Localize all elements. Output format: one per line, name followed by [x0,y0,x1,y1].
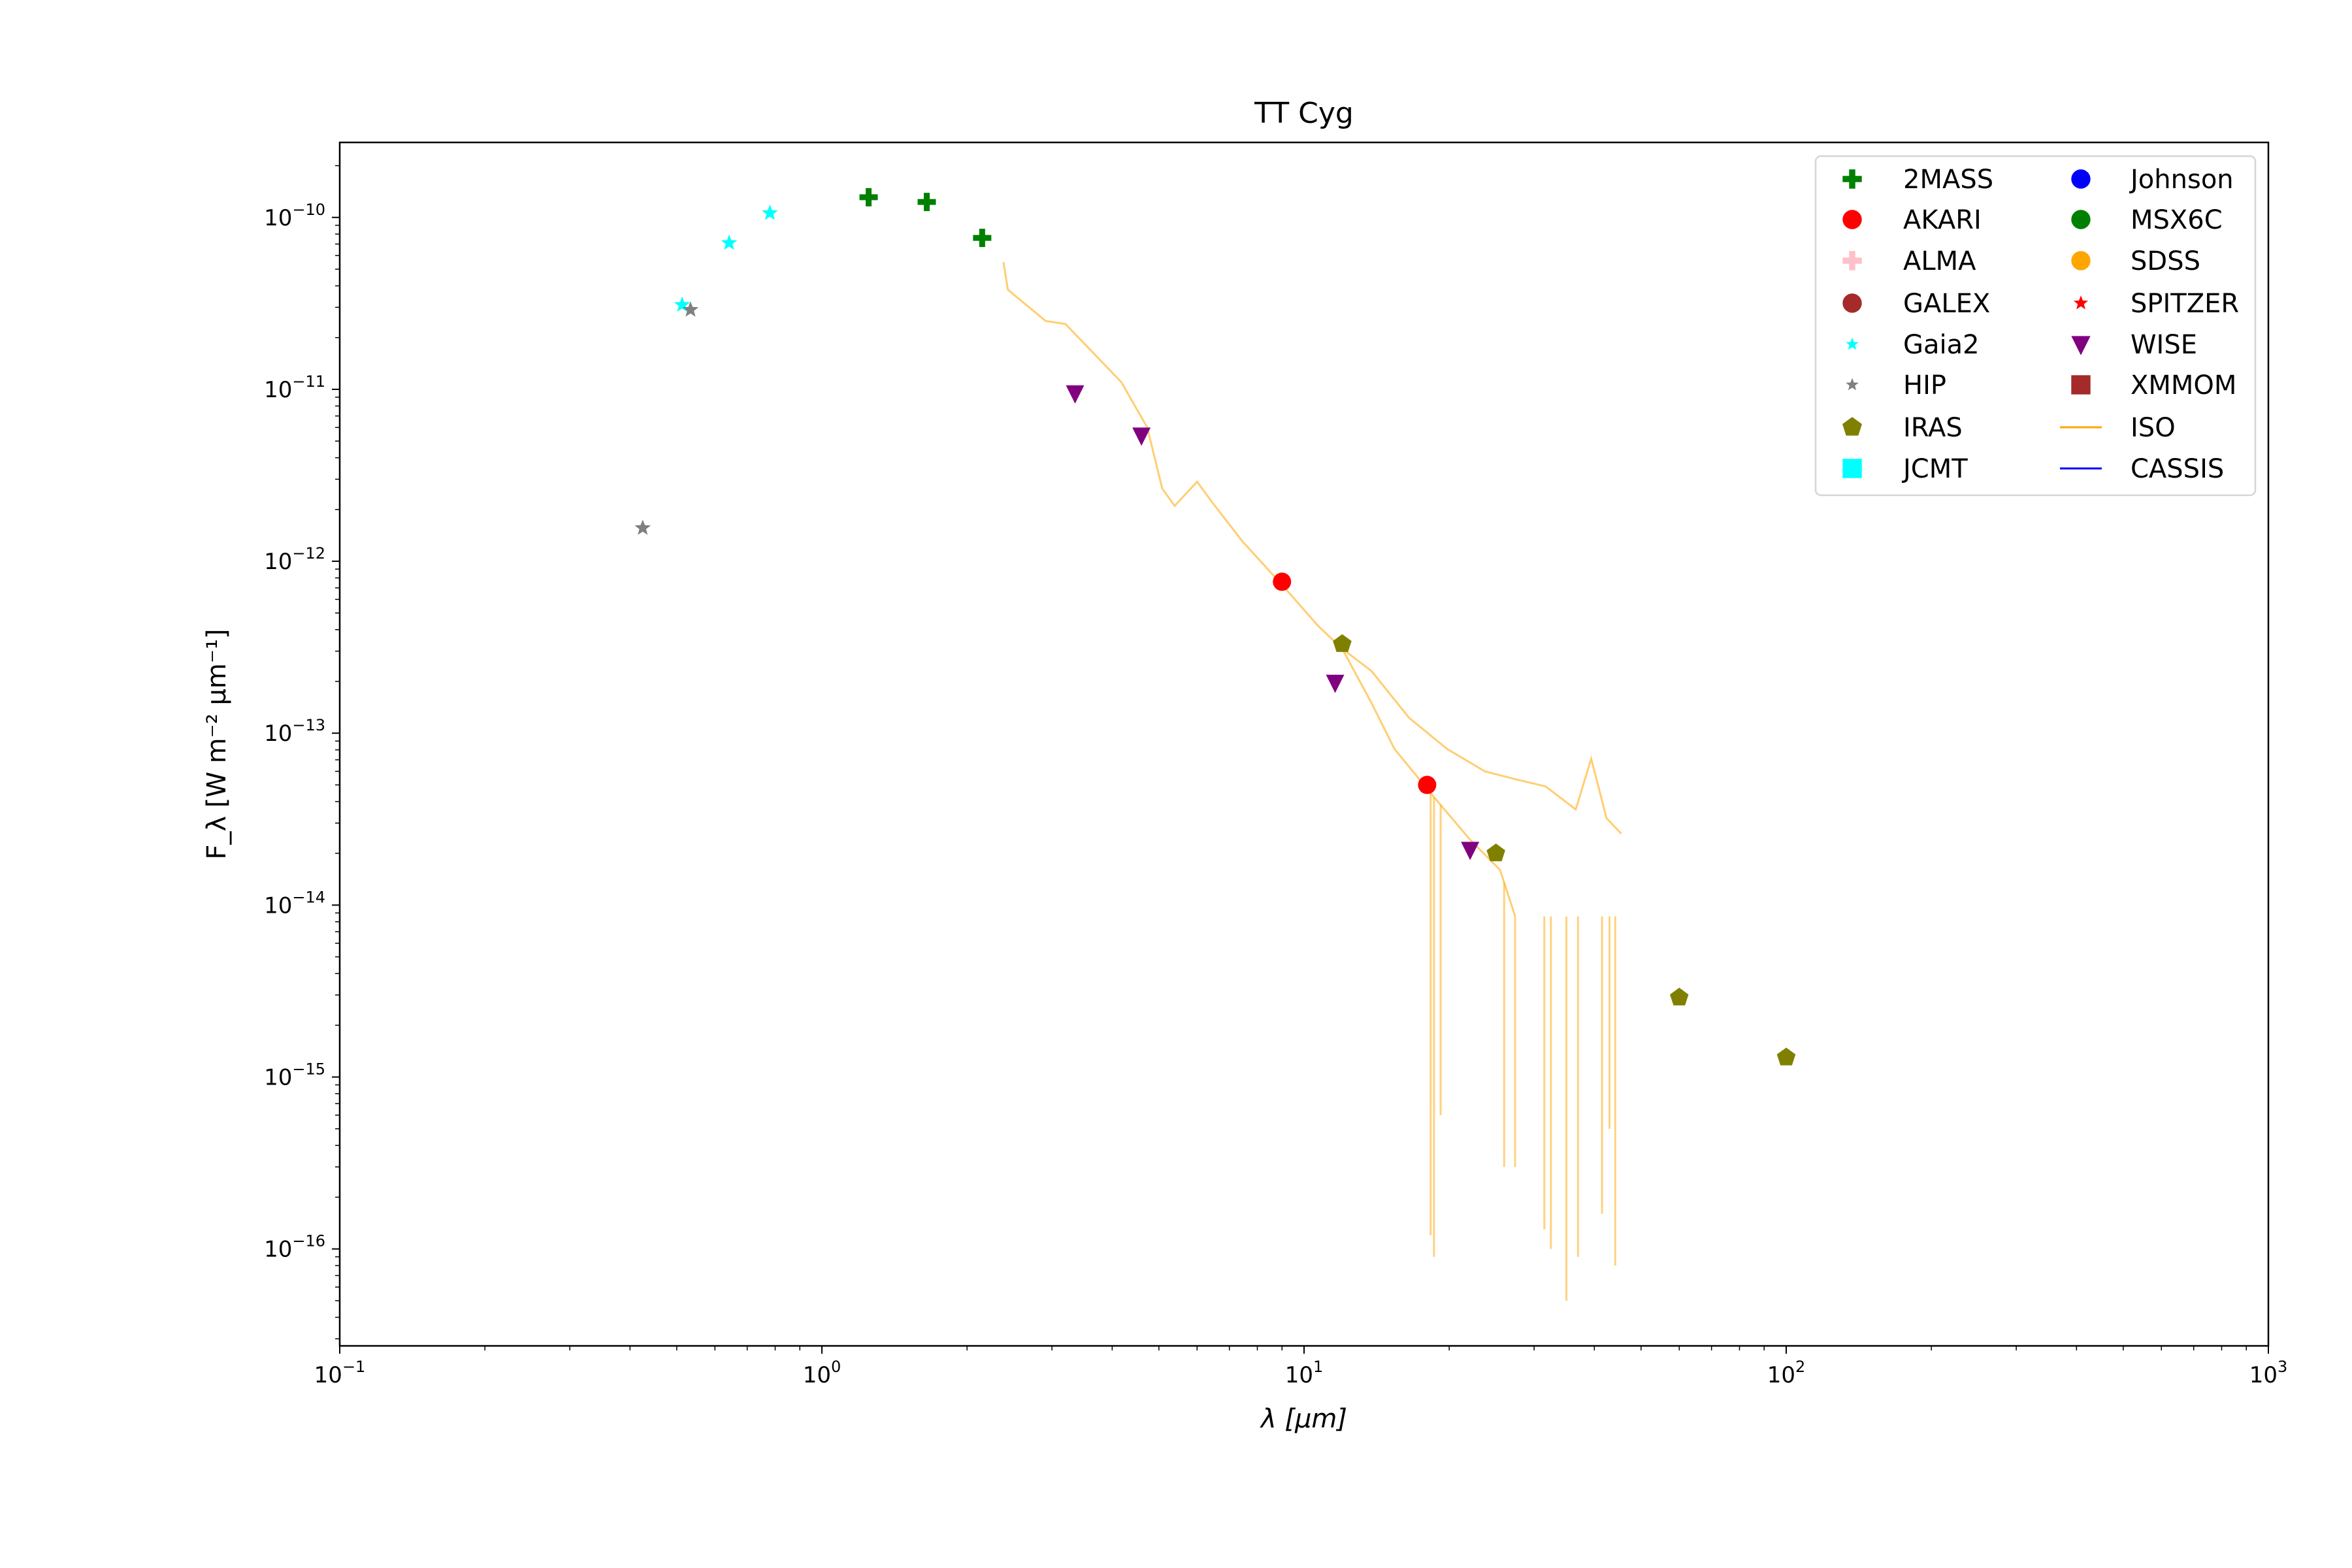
legend-marker-akari [1842,210,1862,229]
legend-label: Gaia2 [1903,330,1980,360]
wise-data-point [1066,385,1085,404]
akari-data-point [1418,776,1437,794]
legend-entry-wise: WISE [2071,330,2197,360]
legend-label: AKARI [1903,205,1982,235]
gaia2-data-point [762,204,778,220]
gaia2-data-point [721,234,738,250]
legend-label: XMMOM [2131,370,2236,400]
legend-entry-2mass: 2MASS [1842,165,1993,195]
axis-ticks: 10−1 100 101 102 103 10−10 10−11 10−12 10−13 10−1… [264,165,2288,1388]
x-tick-label: 100 [803,1358,841,1388]
wise-data-point [1132,427,1151,446]
chart-title: TT Cyg [1254,97,1354,130]
y-tick-label: 10−16 [264,1232,325,1263]
legend-label: HIP [1903,370,1946,400]
legend-entry-msx6c: MSX6C [2071,205,2223,235]
legend-marker-sdss [2071,251,2091,270]
x-tick-label: 10−1 [314,1358,366,1388]
legend-marker-alma [1842,251,1862,270]
iso-spectrum-line [1341,647,1622,835]
legend-marker-jcmt [1842,459,1862,478]
legend-label: Johnson [2129,165,2234,195]
2mass-data-point [859,188,878,206]
legend-entry-akari: AKARI [1842,205,1982,235]
y-tick-label: 10−13 [264,716,325,747]
legend-marker-galex [1842,293,1862,313]
legend-marker-johnson [2071,169,2091,189]
legend-entry-iras: IRAS [1842,413,1963,443]
y-axis-label: F_λ [W m⁻² μm⁻¹] [202,629,232,859]
legend-entry-spitzer: SPITZER [2073,289,2239,319]
legend-marker-hip [1846,378,1859,391]
iras-data-point [1670,987,1689,1005]
legend-label: SPITZER [2131,289,2239,319]
legend-entry-gaia2: Gaia2 [1846,330,1980,360]
legend-marker-msx6c [2071,210,2091,229]
legend-marker-2mass [1842,169,1862,189]
legend-entry-iso: ISO [2060,413,2176,443]
legend-entry-johnson: Johnson [2071,165,2234,195]
legend-entry-sdss: SDSS [2071,246,2200,276]
legend-label: SDSS [2131,246,2200,276]
legend-marker-wise [2071,336,2091,355]
legend-marker-iras [1842,417,1862,436]
legend-marker-gaia2 [1846,337,1859,350]
2mass-data-point [973,229,992,248]
legend-entry-alma: ALMA [1842,246,1976,276]
y-tick-label: 10−11 [264,372,325,403]
legend-entry-cassis: CASSIS [2060,454,2224,484]
plot-area [634,188,1796,1301]
iras-data-point [1776,1047,1796,1066]
akari-data-point [1273,572,1292,591]
y-tick-label: 10−10 [264,201,325,231]
legend-label: CASSIS [2131,454,2224,484]
legend-label: WISE [2131,330,2197,360]
legend-label: JCMT [1901,454,1968,484]
y-tick-label: 10−12 [264,544,325,575]
legend-box [1814,155,2257,497]
legend-entry-hip: HIP [1846,370,1946,400]
hip-data-point [634,519,651,535]
legend-label: 2MASS [1903,165,1993,195]
wise-data-point [1326,674,1345,693]
x-tick-label: 103 [2249,1358,2288,1388]
legend-entry-galex: GALEX [1842,289,1990,319]
iras-data-point [1486,843,1505,862]
gaia2-data-point [674,296,691,312]
y-tick-label: 10−14 [264,888,325,919]
x-axis-label: λ [μm] [1260,1404,1347,1434]
2mass-data-point [917,193,936,212]
legend-entry-jcmt: JCMT [1842,454,1968,484]
legend-label: MSX6C [2131,205,2223,235]
legend-label: GALEX [1903,289,1990,319]
iras-data-point [1333,634,1352,652]
y-tick-label: 10−15 [264,1060,325,1090]
x-tick-label: 102 [1767,1358,1806,1388]
legend-label: ISO [2131,413,2176,443]
legend-marker-xmmom [2071,375,2091,395]
legend-marker-spitzer [2073,295,2089,310]
hip-data-point [682,301,699,317]
legend-label: IRAS [1903,413,1963,443]
legend-entry-xmmom: XMMOM [2071,370,2236,400]
x-tick-label: 101 [1285,1358,1324,1388]
wise-data-point [1461,841,1480,860]
legend-label: ALMA [1903,246,1976,276]
legend: 2MASS AKARI ALMA GALEX Gaia2 HIP IRAS JCMT Johns… [1814,155,2257,497]
